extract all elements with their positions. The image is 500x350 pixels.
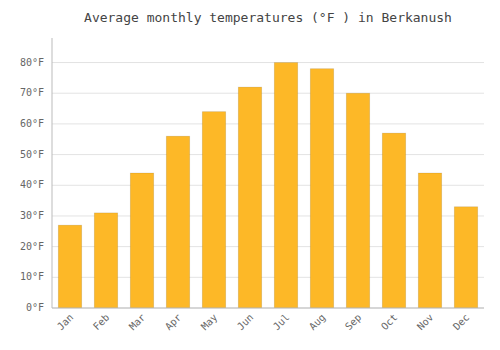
bar xyxy=(202,112,225,308)
grid-line xyxy=(52,93,484,94)
x-tick-label: Aug xyxy=(307,312,328,333)
bar xyxy=(310,69,333,308)
x-axis-line xyxy=(52,308,484,309)
x-tick-label: Jul xyxy=(271,312,292,333)
bar xyxy=(94,213,117,308)
x-tick-label: Nov xyxy=(415,312,436,333)
y-tick-label: 0°F xyxy=(26,302,44,313)
bar xyxy=(346,93,369,308)
bar xyxy=(166,136,189,308)
y-tick-label: 60°F xyxy=(20,118,44,129)
y-tick-label: 70°F xyxy=(20,87,44,98)
x-tick-label: Sep xyxy=(343,312,364,333)
grid-line xyxy=(52,154,484,155)
y-tick-label: 30°F xyxy=(20,210,44,221)
grid-line xyxy=(52,308,484,309)
chart-container: Average monthly temperatures (°F ) in Be… xyxy=(0,0,500,350)
y-tick-label: 10°F xyxy=(20,271,44,282)
chart-svg: Average monthly temperatures (°F ) in Be… xyxy=(0,0,500,350)
x-tick-label: Apr xyxy=(163,312,184,333)
y-axis-line xyxy=(52,38,53,308)
x-tick-label: May xyxy=(199,312,220,333)
x-tick-label: Feb xyxy=(91,312,112,333)
y-tick-label: 20°F xyxy=(20,241,44,252)
x-tick-label: Dec xyxy=(451,312,472,333)
bar xyxy=(418,173,441,308)
y-tick-labels: 0°F 10°F 20°F 30°F 40°F 50°F 60°F 70°F 80°F xyxy=(20,57,44,313)
bars xyxy=(58,63,477,308)
grid-line xyxy=(52,123,484,124)
bar xyxy=(454,207,477,308)
x-tick-label: Mar xyxy=(127,312,148,333)
grid-line xyxy=(52,62,484,63)
bar xyxy=(130,173,153,308)
bar xyxy=(58,225,81,308)
bar xyxy=(382,133,405,308)
title: Average monthly temperatures (°F ) in Be… xyxy=(84,10,452,25)
x-tick-label: Oct xyxy=(379,312,400,333)
y-grid xyxy=(52,63,484,308)
x-tick-label: Jun xyxy=(235,312,256,333)
x-tick-label: Jan xyxy=(55,312,76,333)
y-tick-label: 80°F xyxy=(20,57,44,68)
bar xyxy=(274,63,297,308)
bar xyxy=(238,87,261,308)
x-tick-labels: Jan Feb Mar Apr May Jun Jul Aug Sep Oct Nov Dec xyxy=(55,312,472,333)
y-tick-label: 40°F xyxy=(20,179,44,190)
y-tick-label: 50°F xyxy=(20,149,44,160)
